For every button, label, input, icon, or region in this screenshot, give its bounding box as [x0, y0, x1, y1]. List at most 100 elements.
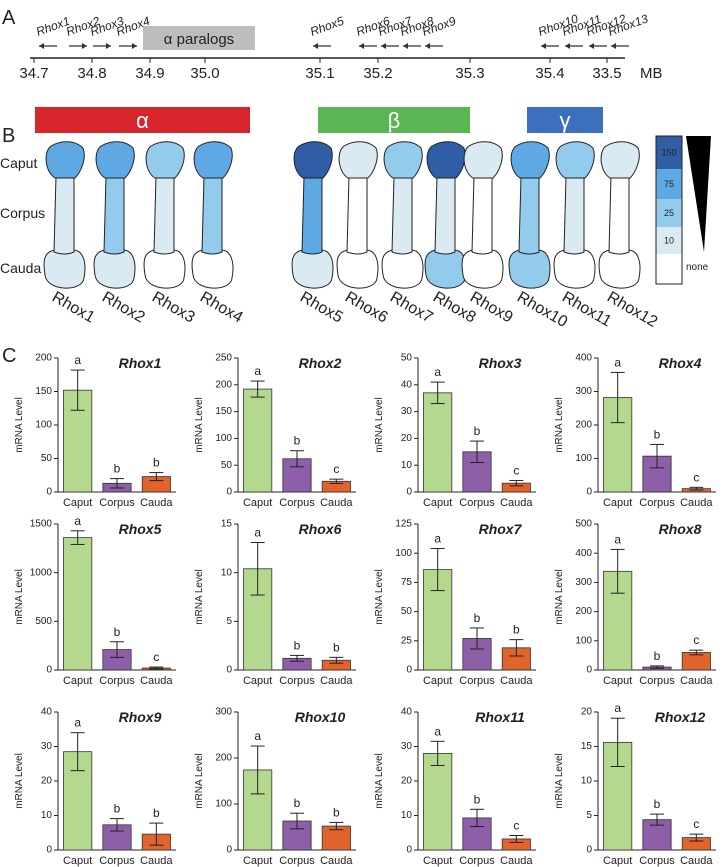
y-tick-label: 50 — [221, 460, 233, 471]
caput — [463, 141, 503, 179]
significance-letter: b — [654, 797, 661, 811]
x-tick-label: Cauda — [320, 497, 353, 509]
x-tick-label: Caput — [63, 855, 92, 867]
y-tick-label: 0 — [406, 845, 412, 856]
chart-title: Rhox5 — [119, 521, 162, 537]
gene-label: Rhox3 — [149, 289, 198, 327]
y-axis-label: mRNA Level — [374, 753, 385, 809]
x-tick-label: Caput — [243, 675, 272, 687]
y-tick-label: 30 — [401, 741, 413, 752]
y-tick-label: 100 — [575, 635, 592, 646]
error-bar — [149, 822, 164, 846]
y-tick-label: 10 — [41, 810, 53, 821]
gene-label: Rhox6 — [342, 289, 391, 327]
significance-letter: b — [153, 806, 160, 820]
chart-title: Rhox8 — [659, 521, 702, 537]
y-tick-label: 1000 — [30, 567, 53, 578]
y-tick-label: 50 — [401, 606, 413, 617]
x-tick-label: Caput — [63, 675, 92, 687]
y-tick-label: 400 — [575, 353, 592, 364]
y-tick-label: 100 — [575, 453, 592, 464]
panel-label: C — [2, 345, 16, 367]
axis-tick-label: 34.8 — [77, 65, 106, 82]
x-tick-label: Corpus — [459, 855, 495, 867]
y-tick-label: 200 — [35, 353, 52, 364]
significance-letter: b — [654, 649, 661, 663]
caput — [193, 141, 233, 179]
bar — [462, 451, 492, 493]
y-axis-label: mRNA Level — [14, 569, 25, 625]
error-bar — [70, 732, 85, 772]
panel-label: B — [2, 125, 15, 147]
cauda — [143, 249, 186, 289]
error-bar — [250, 541, 265, 596]
cauda — [93, 249, 136, 289]
y-tick-label: 150 — [35, 386, 52, 397]
region-name: Cauda — [0, 260, 41, 276]
error-bar — [430, 740, 445, 766]
y-tick-label: 40 — [401, 707, 413, 718]
y-tick-label: 0 — [226, 487, 232, 498]
significance-letter: a — [74, 514, 81, 528]
significance-letter: a — [614, 532, 621, 546]
y-tick-label: 1500 — [30, 519, 53, 530]
gene-arrowhead — [313, 43, 318, 49]
group-label: γ — [560, 108, 571, 133]
axis-tick-label: 35.2 — [363, 65, 392, 82]
bar — [63, 537, 93, 671]
x-tick-label: Corpus — [459, 497, 495, 509]
significance-letter: a — [254, 364, 261, 378]
legend-label: 10 — [664, 236, 674, 246]
y-tick-label: 500 — [575, 519, 592, 530]
region-name: Caput — [0, 155, 37, 171]
y-axis-label: mRNA Level — [374, 569, 385, 625]
error-bar — [509, 835, 524, 843]
caput — [555, 141, 595, 179]
y-tick-label: 15 — [221, 519, 233, 530]
x-tick-label: Corpus — [279, 675, 315, 687]
y-tick-label: 30 — [401, 406, 413, 417]
significance-letter: b — [114, 462, 121, 476]
corpus — [471, 175, 493, 255]
cauda — [424, 249, 467, 289]
corpus — [608, 175, 630, 255]
chart-title: Rhox1 — [119, 355, 162, 371]
x-tick-label: Caput — [243, 497, 272, 509]
y-tick-label: 0 — [406, 665, 412, 676]
caput — [95, 141, 135, 179]
y-tick-label: 0 — [586, 845, 592, 856]
y-tick-label: 100 — [395, 548, 412, 559]
group-bar — [35, 107, 250, 133]
axis-tick-label: 33.5 — [592, 65, 621, 82]
y-tick-label: 20 — [41, 776, 53, 787]
corpus — [201, 175, 223, 255]
y-tick-label: 200 — [575, 606, 592, 617]
error-bar — [509, 639, 524, 657]
axis-tick-label: 35.3 — [455, 65, 484, 82]
y-tick-label: 500 — [35, 616, 52, 627]
error-bar — [110, 818, 124, 832]
bar — [423, 753, 453, 851]
gene-label: Rhox10 — [514, 289, 570, 331]
x-tick-label: Corpus — [99, 855, 135, 867]
gene-arrowhead — [106, 43, 111, 49]
x-tick-label: Cauda — [500, 855, 533, 867]
y-tick-label: 40 — [401, 379, 413, 390]
axis-tick-label: 35.1 — [305, 65, 334, 82]
bar — [243, 388, 273, 493]
corpus — [434, 175, 456, 255]
significance-letter: c — [693, 470, 699, 484]
x-tick-label: Caput — [603, 675, 632, 687]
y-axis-label: mRNA Level — [374, 397, 385, 453]
gene-label: Rhox2 — [99, 289, 148, 327]
y-tick-label: 5 — [586, 810, 592, 821]
x-tick-label: Corpus — [99, 497, 135, 509]
x-tick-label: Corpus — [639, 675, 675, 687]
gene-label: Rhox4 — [197, 289, 246, 327]
gene-label: Rhox7 — [387, 289, 436, 327]
legend-swatch — [656, 199, 682, 227]
chart-title: Rhox4 — [659, 355, 702, 371]
y-axis-label: mRNA Level — [14, 397, 25, 453]
group-label: β — [388, 108, 401, 133]
bar — [423, 392, 453, 493]
